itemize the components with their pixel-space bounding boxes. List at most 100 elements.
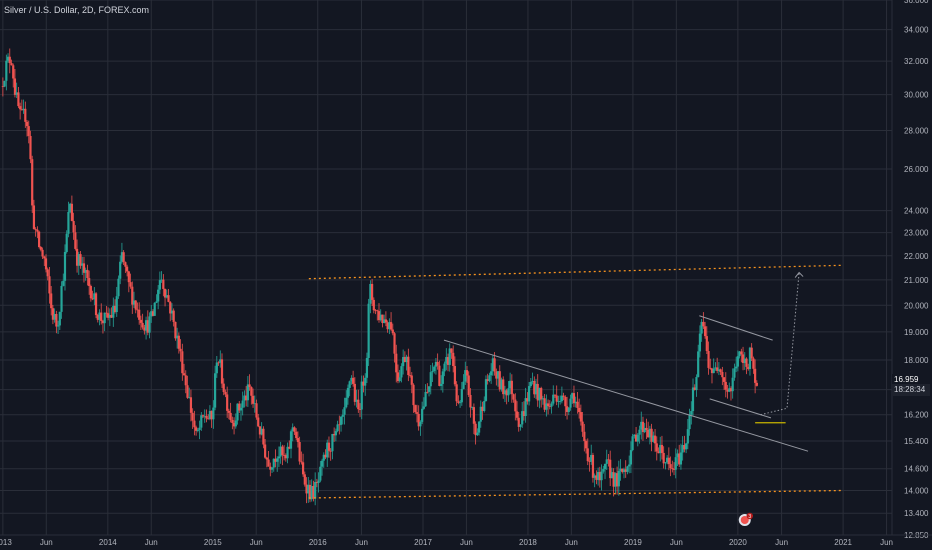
candle-body: [201, 415, 205, 417]
candle-body: [174, 321, 177, 339]
price-tick-label: 21.000: [904, 276, 929, 285]
candle-body: [679, 452, 683, 465]
candle-body: [505, 390, 508, 396]
candle-body: [1, 86, 4, 87]
candle-body: [564, 396, 567, 407]
candle-body: [402, 357, 405, 367]
candle-body: [660, 444, 664, 453]
candle-body: [424, 391, 427, 407]
candle-body: [91, 298, 94, 300]
time-tick-label: 2021: [834, 538, 852, 547]
candle-body: [681, 444, 684, 453]
event-badge[interactable]: 3: [738, 512, 753, 526]
candle-body: [41, 249, 44, 257]
candle-body: [405, 356, 408, 362]
time-axis[interactable]: 2013 Jun 2014 Jun 2015 Jun 2016 Jun 2017 Jun 2018 J…: [0, 534, 932, 547]
candle-body: [664, 462, 667, 464]
candle-body: [98, 312, 101, 320]
candle-body: [132, 300, 136, 305]
candle-body: [60, 285, 63, 312]
candle-body: [134, 300, 137, 310]
candle-body: [212, 407, 215, 420]
candle-body: [553, 394, 557, 396]
candle-body: [31, 159, 34, 206]
candle-body: [726, 389, 729, 392]
candle-body: [609, 459, 612, 479]
event-count-dot: [746, 512, 753, 520]
candle-body: [176, 335, 179, 339]
candle-body: [540, 387, 543, 400]
candle-body: [612, 472, 615, 487]
candle-body: [514, 399, 517, 412]
candle-body: [691, 387, 695, 412]
candle-body: [8, 56, 11, 64]
candle-body: [196, 429, 199, 431]
candle-body: [500, 379, 503, 390]
candle-body: [698, 333, 702, 352]
candle-body: [645, 427, 648, 430]
candle-body: [219, 359, 222, 363]
candle-body: [110, 315, 113, 318]
price-tick-label: 14.000: [904, 486, 929, 495]
candle-body: [490, 371, 493, 376]
candle-body: [46, 269, 49, 277]
candle-body: [655, 443, 658, 452]
candle-body: [631, 436, 634, 451]
candle-body: [422, 406, 425, 409]
candle-body: [20, 109, 23, 111]
candle-body: [274, 458, 277, 462]
time-tick-label: 2018: [519, 538, 537, 547]
candle-body: [262, 428, 265, 445]
candle-body: [438, 365, 441, 386]
candle-body: [19, 106, 22, 110]
candle-body: [583, 431, 586, 442]
candle-body: [195, 427, 198, 431]
candle-body: [590, 454, 593, 462]
candle-body: [210, 410, 213, 420]
candle-body: [296, 438, 300, 443]
candle-body: [329, 450, 332, 452]
candle-body: [448, 348, 451, 365]
time-tick-label: Jun: [775, 538, 788, 547]
candle-body: [621, 468, 624, 473]
candle-body: [158, 280, 161, 290]
candle-body: [376, 310, 379, 312]
candle-body: [379, 314, 382, 321]
candle-body: [101, 320, 105, 324]
candle-body: [754, 368, 757, 383]
candle-body: [543, 398, 546, 410]
candle-body: [722, 377, 726, 382]
candle-body: [584, 441, 588, 449]
candle-body: [108, 315, 111, 318]
candle-body: [143, 327, 146, 331]
candle-body: [571, 393, 574, 399]
candle-body: [440, 383, 443, 386]
candle-body: [198, 427, 201, 430]
candle-body: [395, 353, 398, 373]
candle-body: [667, 457, 670, 465]
candle-body: [653, 435, 657, 444]
candle-body: [112, 305, 115, 318]
candle-body: [640, 421, 643, 430]
candle-body: [636, 434, 639, 442]
time-tick-label: 2015: [204, 538, 222, 547]
price-tick-label: 23.000: [904, 229, 929, 238]
price-tick-label: 13.400: [904, 509, 929, 518]
candle-body: [270, 467, 274, 470]
candle-body: [517, 417, 520, 427]
candle-body: [148, 316, 151, 333]
candle-body: [348, 381, 351, 388]
candle-body: [458, 402, 462, 404]
candle-body: [562, 395, 565, 397]
candle-body: [232, 422, 236, 427]
candle-body: [479, 406, 482, 422]
chart-drawings: [308, 264, 844, 499]
candle-body: [552, 394, 555, 404]
candle-body: [353, 383, 356, 402]
candle-body: [74, 232, 77, 249]
price-tick-label: 24.000: [904, 207, 929, 216]
candle-body: [17, 92, 20, 107]
candle-body: [305, 484, 308, 494]
candle-body: [477, 421, 481, 433]
